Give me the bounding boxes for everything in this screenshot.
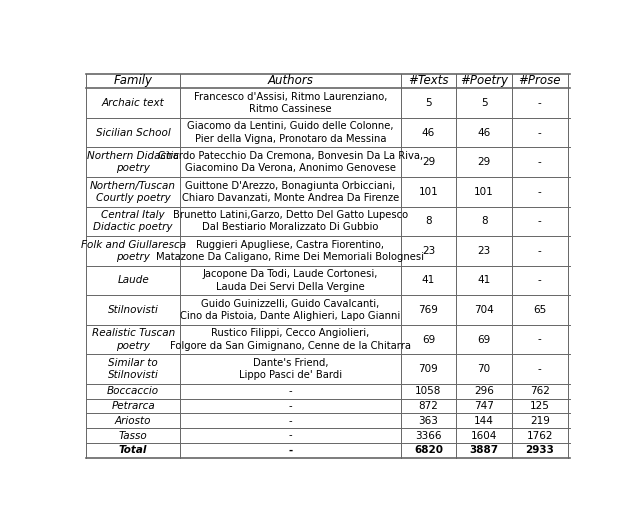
Text: 23: 23 bbox=[422, 246, 435, 256]
Text: Brunetto Latini,Garzo, Detto Del Gatto Lupesco
Dal Bestiario Moralizzato Di Gubb: Brunetto Latini,Garzo, Detto Del Gatto L… bbox=[173, 210, 408, 232]
Text: 101: 101 bbox=[419, 187, 438, 197]
Text: 23: 23 bbox=[477, 246, 491, 256]
Text: Similar to
Stilnovisti: Similar to Stilnovisti bbox=[108, 358, 159, 380]
Text: 144: 144 bbox=[474, 416, 494, 426]
Text: #Prose: #Prose bbox=[518, 74, 561, 88]
Text: Dante's Friend,
Lippo Pasci de' Bardi: Dante's Friend, Lippo Pasci de' Bardi bbox=[239, 358, 342, 380]
Text: -: - bbox=[289, 401, 292, 411]
Text: 1604: 1604 bbox=[471, 430, 497, 440]
Text: Ariosto: Ariosto bbox=[115, 416, 152, 426]
Text: 46: 46 bbox=[477, 128, 491, 138]
Text: Authors: Authors bbox=[268, 74, 314, 88]
Text: -: - bbox=[538, 128, 541, 138]
Text: Family: Family bbox=[114, 74, 153, 88]
Text: 29: 29 bbox=[422, 157, 435, 167]
Text: -: - bbox=[538, 187, 541, 197]
Text: -: - bbox=[538, 98, 541, 108]
Text: 1762: 1762 bbox=[527, 430, 553, 440]
Text: -: - bbox=[538, 157, 541, 167]
Text: Realistic Tuscan
poetry: Realistic Tuscan poetry bbox=[92, 328, 175, 351]
Text: Rustico Filippi, Cecco Angiolieri,
Folgore da San Gimignano, Cenne de la Chitarr: Rustico Filippi, Cecco Angiolieri, Folgo… bbox=[170, 328, 411, 351]
Text: 70: 70 bbox=[477, 364, 491, 374]
Text: Francesco d'Assisi, Ritmo Laurenziano,
Ritmo Cassinese: Francesco d'Assisi, Ritmo Laurenziano, R… bbox=[194, 92, 387, 114]
Text: 3366: 3366 bbox=[415, 430, 442, 440]
Text: Petrarca: Petrarca bbox=[111, 401, 155, 411]
Text: Boccaccio: Boccaccio bbox=[107, 386, 159, 396]
Text: -: - bbox=[538, 276, 541, 286]
Text: 709: 709 bbox=[419, 364, 438, 374]
Text: 762: 762 bbox=[530, 386, 550, 396]
Text: Guido Guinizzelli, Guido Cavalcanti,
Cino da Pistoia, Dante Alighieri, Lapo Gian: Guido Guinizzelli, Guido Cavalcanti, Cin… bbox=[180, 299, 401, 321]
Text: 5: 5 bbox=[481, 98, 488, 108]
Text: Northern/Tuscan
Courtly poetry: Northern/Tuscan Courtly poetry bbox=[90, 181, 176, 203]
Text: 2933: 2933 bbox=[525, 445, 554, 455]
Text: Ruggieri Apugliese, Castra Fiorentino,
Matazone Da Caligano, Rime Dei Memoriali : Ruggieri Apugliese, Castra Fiorentino, M… bbox=[157, 240, 424, 262]
Text: 8: 8 bbox=[425, 216, 432, 227]
Text: 41: 41 bbox=[477, 276, 491, 286]
Text: 41: 41 bbox=[422, 276, 435, 286]
Text: #Texts: #Texts bbox=[408, 74, 449, 88]
Text: -: - bbox=[538, 216, 541, 227]
Text: Folk and Giullaresca
poetry: Folk and Giullaresca poetry bbox=[81, 240, 186, 262]
Text: 747: 747 bbox=[474, 401, 494, 411]
Text: 704: 704 bbox=[474, 305, 494, 315]
Text: 6820: 6820 bbox=[414, 445, 443, 455]
Text: 219: 219 bbox=[530, 416, 550, 426]
Text: Tasso: Tasso bbox=[119, 430, 148, 440]
Text: 769: 769 bbox=[419, 305, 438, 315]
Text: 363: 363 bbox=[419, 416, 438, 426]
Text: Guittone D'Arezzo, Bonagiunta Orbicciani,
Chiaro Davanzati, Monte Andrea Da Fire: Guittone D'Arezzo, Bonagiunta Orbicciani… bbox=[182, 181, 399, 203]
Text: -: - bbox=[289, 386, 292, 396]
Text: 29: 29 bbox=[477, 157, 491, 167]
Text: -: - bbox=[289, 445, 292, 455]
Text: Stilnovisti: Stilnovisti bbox=[108, 305, 159, 315]
Text: 65: 65 bbox=[533, 305, 547, 315]
Text: 872: 872 bbox=[419, 401, 438, 411]
Text: 5: 5 bbox=[425, 98, 432, 108]
Text: -: - bbox=[538, 335, 541, 344]
Text: #Poetry: #Poetry bbox=[460, 74, 508, 88]
Text: -: - bbox=[538, 364, 541, 374]
Text: 3887: 3887 bbox=[470, 445, 499, 455]
Text: 125: 125 bbox=[530, 401, 550, 411]
Text: 1058: 1058 bbox=[415, 386, 442, 396]
Text: Northern Didactic
poetry: Northern Didactic poetry bbox=[87, 151, 179, 173]
Text: 8: 8 bbox=[481, 216, 488, 227]
Text: Girardo Patecchio Da Cremona, Bonvesin Da La Riva,
Giacomino Da Verona, Anonimo : Girardo Patecchio Da Cremona, Bonvesin D… bbox=[158, 151, 423, 173]
Text: 101: 101 bbox=[474, 187, 494, 197]
Text: Laude: Laude bbox=[117, 276, 149, 286]
Text: Central Italy
Didactic poetry: Central Italy Didactic poetry bbox=[93, 210, 173, 232]
Text: 69: 69 bbox=[477, 335, 491, 344]
Text: -: - bbox=[289, 416, 292, 426]
Text: -: - bbox=[538, 246, 541, 256]
Text: 69: 69 bbox=[422, 335, 435, 344]
Text: -: - bbox=[289, 430, 292, 440]
Text: Total: Total bbox=[119, 445, 147, 455]
Text: 46: 46 bbox=[422, 128, 435, 138]
Text: Giacomo da Lentini, Guido delle Colonne,
Pier della Vigna, Pronotaro da Messina: Giacomo da Lentini, Guido delle Colonne,… bbox=[188, 121, 394, 144]
Text: 296: 296 bbox=[474, 386, 494, 396]
Text: Jacopone Da Todi, Laude Cortonesi,
Lauda Dei Servi Della Vergine: Jacopone Da Todi, Laude Cortonesi, Lauda… bbox=[203, 269, 378, 291]
Text: Sicilian School: Sicilian School bbox=[96, 128, 170, 138]
Text: Archaic text: Archaic text bbox=[102, 98, 164, 108]
